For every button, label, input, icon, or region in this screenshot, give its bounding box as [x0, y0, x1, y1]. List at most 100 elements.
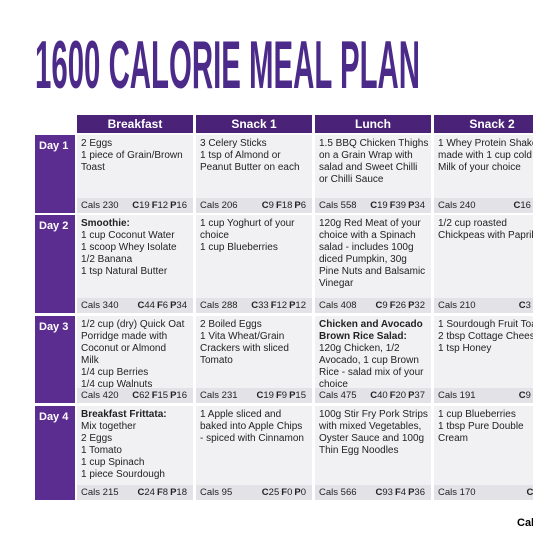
cals-value: 240: [459, 200, 476, 211]
meal-line: choice with a Spinach: [319, 230, 416, 241]
macro-label: C: [370, 390, 378, 401]
macros: C16F7: [513, 198, 533, 213]
meal-line: 1 cup Blueberries: [438, 409, 516, 420]
nutrition-row: Cals 475 C40 F20 P37: [315, 388, 431, 403]
macro-label: C: [132, 390, 140, 401]
meal-cell: 1 cup Blueberries 1 tbsp Pure Double Cream…: [434, 406, 533, 500]
cals-label: Cals: [81, 390, 101, 401]
meal-cell: 3 Celery Sticks 1 tsp of Almond or Peanut …: [196, 135, 312, 213]
macro-value: 36: [414, 487, 425, 498]
macro-label: C: [375, 300, 383, 311]
meal-title: Brown Rice Salad:: [319, 331, 407, 342]
cals-label: Cals: [319, 300, 339, 311]
cals-label: Cals: [438, 487, 458, 498]
cals-value: 420: [102, 390, 119, 401]
macro-label: F: [394, 487, 401, 498]
meal-line: 1 scoop Whey Isolate: [81, 242, 177, 253]
meal-cell: 2 Boiled Eggs 1 Vita Wheat/Grain Crackers …: [196, 316, 312, 403]
macro-label: F: [151, 390, 158, 401]
nutrition-row: Cals 215 C24 F8 P18: [77, 485, 193, 500]
meal-line: 1 tsp of Almond or: [200, 150, 281, 161]
nutrition-row: Cals 206 C9 F18 P6: [196, 198, 312, 213]
meal-cell: 1 Apple sliced and baked into Apple Chips…: [196, 406, 312, 500]
nutrition-row: Cals 420 C62 F15 P16: [77, 388, 193, 403]
meal-line: 1 tsp Natural Butter: [81, 266, 168, 277]
meal-line: choice: [319, 379, 348, 390]
cals-label: Cals: [200, 390, 220, 401]
macro-value: 6: [300, 200, 306, 211]
macro-label: C: [513, 200, 521, 211]
cals-label: Cals: [81, 487, 101, 498]
meal-line: Rice - salad mix of your: [319, 367, 424, 378]
nutrition-row: Cals 210 C3F6: [434, 298, 533, 313]
macro-value: 32: [414, 300, 425, 311]
meal-line: 1 Sourdough Fruit Toast: [438, 319, 533, 330]
macro-label: C: [526, 487, 533, 498]
meal-cell: 100g Stir Fry Pork Strips with mixed Vege…: [315, 406, 431, 500]
meal-line: 1/2 Banana: [81, 254, 133, 265]
macro-value: 12: [157, 200, 169, 211]
meal-line: Avocado, 1 cup Brown: [319, 355, 419, 366]
meal-cell: 1 Sourdough Fruit Toast2 tbsp Cottage Ch…: [434, 316, 533, 403]
meal-line: Thin Egg Noodles: [319, 445, 399, 456]
meal-line: 1/4 cup Walnuts: [81, 379, 153, 390]
meal-line: Milk: [81, 355, 99, 366]
meal-cell: Breakfast Frittata: Mix together 2 Eggs 1 T…: [77, 406, 193, 500]
day-label: Day 3: [35, 316, 75, 403]
meal-line: diced Pumpkin, 30g: [319, 254, 407, 265]
meal-line: 120g Chicken, 1/2: [319, 343, 400, 354]
macro-label: P: [408, 300, 415, 311]
meal-title: Smoothie:: [81, 218, 130, 229]
meal-line: 120g Red Meat of your: [319, 218, 421, 229]
meal-line: 1 cup Coconut Water: [81, 230, 175, 241]
macro-label: P: [170, 200, 177, 211]
meal-line: 1 tbsp Pure Double: [438, 421, 524, 432]
nutrition-row: Cals 95 C25 F0 P0: [196, 485, 312, 500]
title-area: 1600 CALORIE MEAL PLAN: [35, 27, 420, 100]
macros: C9F3: [519, 388, 533, 403]
column-header: Breakfast: [77, 115, 193, 133]
cals-label: Cals: [438, 300, 458, 311]
macros: C44 F6 P34: [138, 298, 189, 313]
macro-value: 15: [295, 390, 306, 401]
meal-line: 2 Boiled Eggs: [200, 319, 262, 330]
macro-value: 26: [395, 300, 407, 311]
nutrition-row: Cals 170 C22: [434, 485, 533, 500]
meal-line: 1 cup Blueberries: [200, 242, 278, 253]
meal-line: 1 Vita Wheat/Grain: [200, 331, 285, 342]
macro-value: 0: [287, 487, 293, 498]
macro-label: P: [408, 390, 415, 401]
meal-line: 1 cup Yoghurt of your: [200, 218, 295, 229]
meal-line: choice: [200, 230, 229, 241]
meal-line: salad - includes 100g: [319, 242, 414, 253]
nutrition-row: Cals 340 C44 F6 P34: [77, 298, 193, 313]
meal-cell: Smoothie: 1 cup Coconut Water 1 scoop Whey…: [77, 215, 193, 313]
cals-value: 215: [102, 487, 119, 498]
meal-line: 1 tsp Honey: [438, 343, 492, 354]
meal-cell: 1/2 cup roasted Chickpeas with Paprika Cal…: [434, 215, 533, 313]
meal-cell: 1/2 cup (dry) Quick Oat Porridge made wit…: [77, 316, 193, 403]
macro-value: 93: [382, 487, 393, 498]
macro-value: 3: [525, 300, 531, 311]
macro-value: 9: [525, 390, 531, 401]
cals-label: Cals: [200, 300, 220, 311]
cals-value: 558: [340, 200, 357, 211]
macros: C3F6: [519, 298, 533, 313]
macros: C19 F9 P15: [257, 388, 308, 403]
macro-value: 6: [162, 300, 169, 311]
macro-label: C: [137, 300, 145, 311]
macro-value: 4: [400, 487, 407, 498]
nutrition-row: Cals 240 C16F7: [434, 198, 533, 213]
day-label: Day 1: [35, 135, 75, 213]
macro-value: 18: [176, 487, 187, 498]
page-title: 1600 CALORIE MEAL PLAN: [35, 27, 420, 100]
cals-label: Cals: [81, 300, 101, 311]
macro-value: 9: [281, 390, 288, 401]
cals-label: Cals: [438, 390, 458, 401]
meal-line: 1 Tomato: [81, 445, 122, 456]
cals-value: 566: [340, 487, 357, 498]
macro-value: 34: [414, 200, 425, 211]
macros: C22: [527, 485, 533, 500]
macro-value: 8: [162, 487, 169, 498]
macro-value: 34: [176, 300, 187, 311]
